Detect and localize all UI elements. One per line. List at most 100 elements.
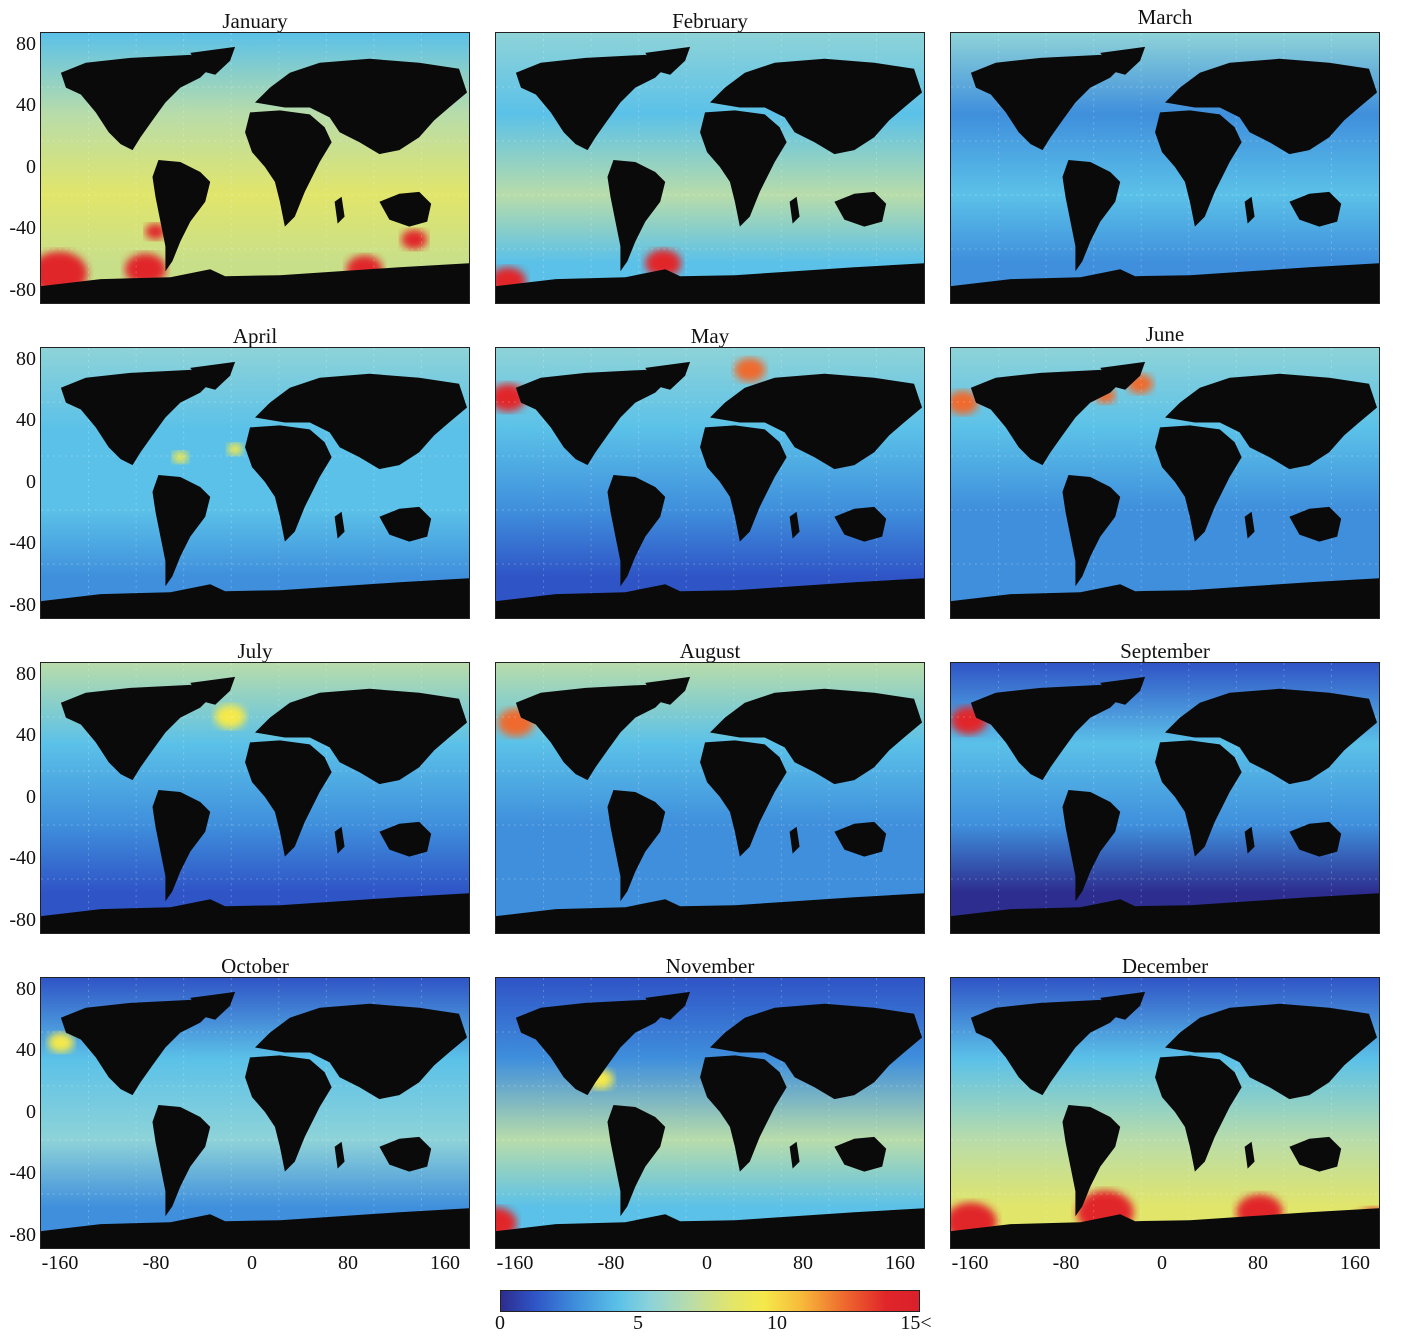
panel-title: January	[222, 9, 288, 33]
y-tick-label: -80	[9, 1224, 36, 1246]
y-tick-label: 40	[16, 94, 36, 116]
landmass	[41, 578, 469, 618]
landmass	[190, 676, 236, 705]
landmass	[60, 54, 216, 151]
landmass	[970, 684, 1126, 781]
landmass	[515, 54, 671, 151]
y-tick-label: -40	[9, 217, 36, 239]
hot-spot	[951, 390, 979, 415]
y-tick-label: -80	[9, 909, 36, 931]
x-tick-label: 160	[1340, 1252, 1370, 1274]
landmass	[951, 263, 1379, 303]
landmass	[379, 191, 432, 227]
world-map	[40, 662, 470, 934]
y-tick-label: 40	[16, 724, 36, 746]
hot-spot	[645, 249, 682, 278]
landmass	[1155, 1055, 1242, 1172]
world-map	[950, 662, 1380, 934]
landmass	[255, 1003, 468, 1100]
landmass	[645, 991, 691, 1020]
landmass	[41, 893, 469, 933]
panel-title: August	[679, 639, 741, 663]
colorbar-tick-label: 15<	[900, 1312, 932, 1334]
panel-title: February	[672, 9, 748, 33]
landmass	[334, 511, 345, 539]
landmass	[190, 46, 236, 75]
landmass	[1165, 373, 1378, 470]
colorbar-tick-label: 0	[495, 1312, 505, 1334]
x-tick-label: -80	[1052, 1252, 1080, 1274]
landmass	[645, 46, 691, 75]
map-panel-august: August	[495, 640, 925, 934]
landmass	[245, 425, 332, 542]
map-panel-november: November	[495, 955, 925, 1249]
landmass	[1155, 110, 1242, 227]
world-map	[950, 977, 1380, 1249]
landmass	[1100, 361, 1146, 390]
landmass	[41, 263, 469, 303]
world-map	[950, 347, 1380, 619]
landmass	[1165, 58, 1378, 155]
y-tick-label: 80	[16, 348, 36, 370]
hot-spot	[401, 229, 428, 250]
x-tick-label: -80	[597, 1252, 625, 1274]
landmass	[379, 821, 432, 857]
landmass	[1100, 991, 1146, 1020]
y-tick-label: 0	[26, 786, 36, 808]
panel-title: November	[665, 954, 755, 978]
map-panel-january: January	[40, 10, 470, 304]
map-panel-september: September	[950, 640, 1380, 934]
landmass	[334, 196, 345, 224]
landmass	[515, 684, 671, 781]
landmass	[951, 578, 1379, 618]
world-map	[950, 32, 1380, 304]
landmass	[190, 361, 236, 390]
landmass	[951, 1208, 1379, 1248]
y-tick-label: -40	[9, 847, 36, 869]
map-panel-december: December	[950, 955, 1380, 1249]
landmass	[245, 1055, 332, 1172]
world-map	[40, 347, 470, 619]
hot-spot	[124, 253, 167, 286]
y-tick-label: 40	[16, 409, 36, 431]
landmass	[190, 991, 236, 1020]
map-panel-october: October	[40, 955, 470, 1249]
landmass	[1244, 1141, 1255, 1169]
panel-title: June	[1145, 322, 1185, 346]
landmass	[334, 826, 345, 854]
x-tick-label: -160	[496, 1252, 534, 1274]
landmass	[970, 54, 1126, 151]
map-panel-april: April	[40, 325, 470, 619]
x-tick-label: 0	[247, 1252, 257, 1274]
landmass	[1244, 826, 1255, 854]
landmass	[607, 790, 666, 902]
y-tick-label: 80	[16, 33, 36, 55]
panel-title: October	[221, 954, 289, 978]
landmass	[710, 373, 923, 470]
landmass	[834, 821, 887, 857]
x-tick-label: 0	[1157, 1252, 1167, 1274]
x-tick-label: 160	[430, 1252, 460, 1274]
y-tick-label: 80	[16, 978, 36, 1000]
landmass	[1289, 1136, 1342, 1172]
world-map	[495, 32, 925, 304]
landmass	[1062, 475, 1121, 587]
hot-spot	[47, 1032, 74, 1053]
landmass	[255, 373, 468, 470]
map-panel-february: February	[495, 10, 925, 304]
map-panel-june: June	[950, 323, 1380, 619]
landmass	[152, 160, 211, 272]
y-tick-label: 0	[26, 1101, 36, 1123]
landmass	[1100, 676, 1146, 705]
landmass	[152, 1105, 211, 1217]
landmass	[700, 425, 787, 542]
map-panel-may: May	[495, 325, 925, 619]
landmass	[645, 361, 691, 390]
world-map	[495, 662, 925, 934]
hot-spot	[734, 357, 766, 382]
landmass	[1165, 688, 1378, 785]
x-tick-label: 80	[793, 1252, 813, 1274]
landmass	[1244, 511, 1255, 539]
landmass	[152, 475, 211, 587]
landmass	[1244, 196, 1255, 224]
